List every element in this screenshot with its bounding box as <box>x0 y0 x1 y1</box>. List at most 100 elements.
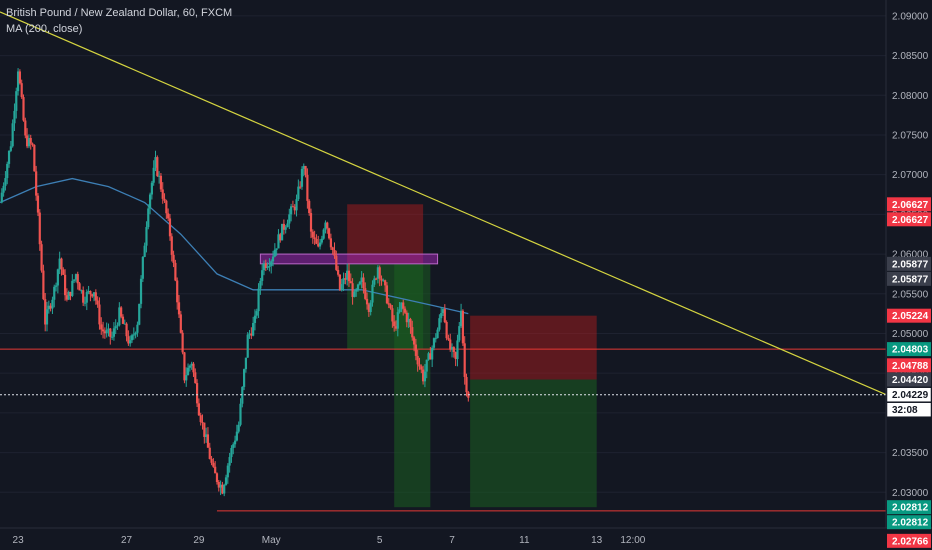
candle <box>217 479 220 492</box>
candle <box>148 192 152 215</box>
candle-body <box>156 157 159 176</box>
chart-legend: British Pound / New Zealand Dollar, 60, … <box>6 5 232 37</box>
candle-body <box>107 328 110 330</box>
candle-body <box>337 269 340 275</box>
candle <box>56 268 59 294</box>
candle <box>167 208 170 222</box>
candle-body <box>127 336 130 344</box>
candle-body <box>215 473 219 483</box>
candle-body <box>440 313 443 319</box>
candle-body <box>226 465 229 478</box>
candle-body <box>335 255 338 270</box>
candle-body <box>356 284 360 291</box>
time-tick-label: 29 <box>193 535 205 546</box>
candle <box>67 290 70 300</box>
candle-body <box>159 175 163 190</box>
price-badge-label: 2.05224 <box>892 311 929 322</box>
candle-body <box>347 270 351 282</box>
candle <box>398 302 401 314</box>
candle-body <box>324 222 327 230</box>
candle-body <box>233 440 237 445</box>
candle-body <box>13 110 16 124</box>
candle <box>391 304 394 328</box>
candle <box>384 279 387 292</box>
candle <box>121 314 125 325</box>
candle-body <box>221 484 224 494</box>
candle <box>190 361 193 370</box>
candle <box>4 171 7 191</box>
candle-body <box>141 256 144 279</box>
candle <box>0 188 3 204</box>
candle-body <box>228 457 231 466</box>
candle <box>412 335 416 352</box>
candle <box>156 155 159 178</box>
candle <box>275 248 278 256</box>
candle-body <box>255 311 258 316</box>
candle-body <box>7 150 11 164</box>
candle-body <box>163 198 166 201</box>
candle-body <box>450 347 454 350</box>
candle-body <box>47 305 50 310</box>
candle <box>432 337 436 351</box>
candle-body <box>270 261 273 266</box>
price-badge-label: 2.04803 <box>892 345 929 356</box>
candle-body <box>192 363 195 373</box>
candle <box>342 272 345 292</box>
candle-body <box>177 302 181 315</box>
candle <box>306 168 309 209</box>
candle-body <box>217 482 220 488</box>
candle <box>49 303 52 312</box>
candle <box>396 307 399 337</box>
candle-body <box>78 283 81 291</box>
candle-body <box>194 372 197 384</box>
candle-body <box>212 462 215 467</box>
candle-body <box>436 329 439 339</box>
candle <box>458 321 461 343</box>
candle <box>318 239 322 250</box>
price-badge <box>887 358 931 373</box>
candle-body <box>139 278 143 304</box>
indicator-label[interactable]: MA (200, close) <box>6 23 83 35</box>
candle-body <box>53 286 56 300</box>
candle-body <box>129 340 132 344</box>
candle <box>360 271 363 289</box>
price-badge-label: 2.05877 <box>892 274 929 285</box>
candle <box>31 142 34 147</box>
time-tick-label: 7 <box>449 535 455 546</box>
candle <box>78 281 81 291</box>
candle-body <box>201 422 204 424</box>
candle <box>367 302 370 317</box>
candle-body <box>16 71 20 92</box>
candle-body <box>224 477 228 485</box>
time-tick-label: 12:00 <box>620 535 645 546</box>
symbol-title[interactable]: British Pound / New Zealand Dollar, 60, … <box>6 7 233 19</box>
candle-body <box>398 309 401 313</box>
candle-body <box>253 315 257 323</box>
candle <box>63 269 67 301</box>
candle-body <box>405 312 408 323</box>
price-badge <box>887 256 931 271</box>
candle-body <box>168 218 172 237</box>
candle <box>11 119 14 148</box>
candle-body <box>438 318 441 330</box>
candle-body <box>382 280 385 282</box>
candle-body <box>452 347 455 353</box>
candle <box>293 204 296 215</box>
candle <box>239 398 242 427</box>
candle <box>18 69 21 85</box>
candle-body <box>223 484 226 494</box>
candle <box>335 250 338 272</box>
target-zone <box>470 379 597 508</box>
candle-body <box>4 178 7 186</box>
candle-body <box>74 274 78 280</box>
candle-body <box>414 344 417 356</box>
candle <box>60 257 63 276</box>
candle-body <box>391 308 394 322</box>
candle <box>111 331 114 340</box>
candle <box>210 456 213 466</box>
time-tick-label: May <box>262 535 281 546</box>
candle-body <box>208 447 211 459</box>
candle <box>344 272 347 285</box>
